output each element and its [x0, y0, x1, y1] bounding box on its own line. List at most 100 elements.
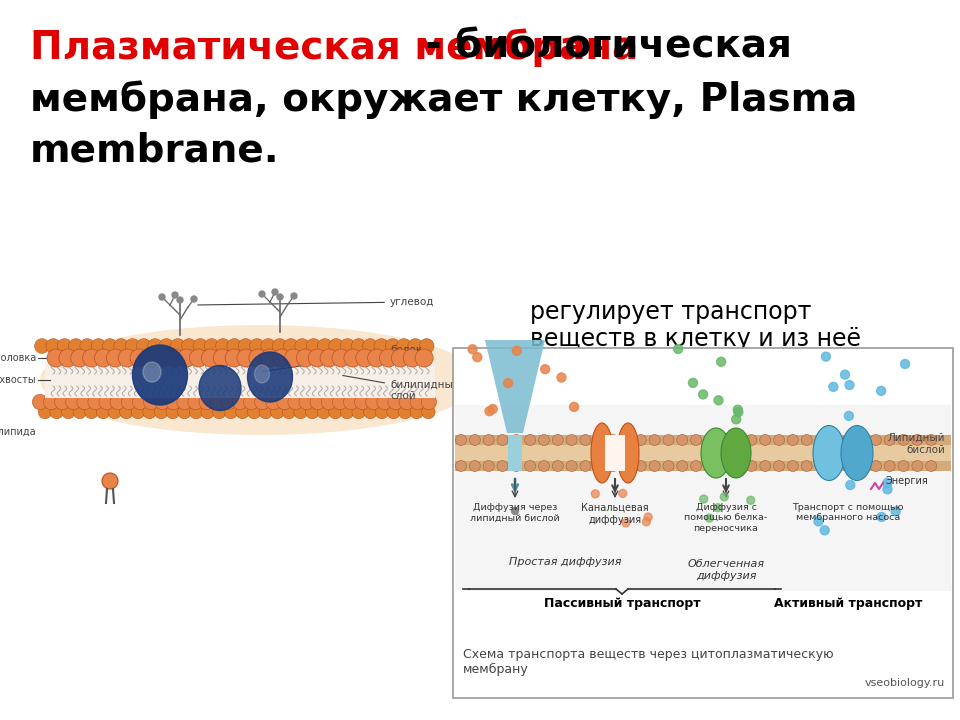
Circle shape	[305, 405, 319, 419]
Circle shape	[259, 405, 273, 419]
Circle shape	[221, 395, 236, 410]
Circle shape	[717, 357, 726, 366]
Circle shape	[282, 405, 296, 419]
Circle shape	[787, 434, 799, 446]
Circle shape	[148, 338, 162, 354]
Circle shape	[188, 395, 204, 410]
Circle shape	[705, 461, 715, 472]
Text: Диффузия с
помощью белка-
переносчика: Диффузия с помощью белка- переносчика	[684, 503, 768, 533]
Circle shape	[732, 415, 741, 424]
Circle shape	[328, 338, 344, 354]
Circle shape	[103, 338, 117, 354]
Circle shape	[59, 349, 77, 367]
Ellipse shape	[199, 366, 241, 410]
Circle shape	[925, 434, 937, 446]
Circle shape	[385, 338, 400, 354]
Text: веществ в клетку и из неё: веществ в клетку и из неё	[530, 327, 861, 351]
Circle shape	[96, 405, 109, 419]
Polygon shape	[485, 340, 545, 433]
Circle shape	[236, 405, 250, 419]
Circle shape	[759, 461, 771, 472]
Circle shape	[714, 396, 723, 405]
Circle shape	[700, 495, 708, 503]
Circle shape	[733, 405, 742, 414]
Circle shape	[273, 349, 291, 367]
Text: мембрана, окружает клетку, Plasma: мембрана, окружает клетку, Plasma	[30, 80, 857, 119]
Text: Активный транспорт: Активный транспорт	[774, 597, 923, 610]
Circle shape	[308, 349, 326, 367]
Circle shape	[288, 395, 303, 410]
Circle shape	[644, 513, 652, 521]
Circle shape	[216, 338, 230, 354]
Text: Диффузия через
липидный бислой: Диффузия через липидный бислой	[470, 503, 560, 523]
Ellipse shape	[591, 423, 613, 483]
Circle shape	[621, 461, 633, 472]
Circle shape	[455, 434, 467, 446]
Circle shape	[61, 405, 75, 419]
Circle shape	[46, 338, 60, 354]
Circle shape	[690, 461, 702, 472]
Circle shape	[166, 395, 181, 410]
Circle shape	[363, 338, 377, 354]
Circle shape	[354, 395, 370, 410]
Circle shape	[261, 349, 278, 367]
Circle shape	[33, 395, 48, 410]
Circle shape	[177, 395, 192, 410]
Circle shape	[294, 405, 307, 419]
Circle shape	[774, 434, 784, 446]
Circle shape	[249, 349, 267, 367]
Circle shape	[379, 349, 397, 367]
Circle shape	[297, 349, 314, 367]
Circle shape	[580, 461, 591, 472]
Circle shape	[172, 292, 178, 298]
Circle shape	[244, 395, 259, 410]
FancyBboxPatch shape	[45, 362, 435, 398]
Circle shape	[843, 461, 853, 472]
Circle shape	[120, 405, 133, 419]
Text: vseobiology.ru: vseobiology.ru	[865, 678, 945, 688]
Circle shape	[328, 405, 342, 419]
Circle shape	[84, 405, 98, 419]
Circle shape	[483, 434, 494, 446]
Circle shape	[410, 395, 425, 410]
Circle shape	[396, 338, 412, 354]
Text: - биологическая: - биологическая	[412, 28, 792, 66]
Circle shape	[193, 338, 207, 354]
Circle shape	[820, 526, 829, 535]
Circle shape	[557, 373, 566, 382]
Circle shape	[295, 338, 310, 354]
Circle shape	[540, 365, 550, 374]
Circle shape	[621, 434, 633, 446]
Circle shape	[705, 434, 715, 446]
Circle shape	[107, 349, 125, 367]
Circle shape	[291, 293, 297, 299]
Circle shape	[594, 461, 605, 472]
Circle shape	[845, 381, 854, 390]
Circle shape	[136, 338, 152, 354]
Circle shape	[166, 349, 183, 367]
Circle shape	[248, 405, 261, 419]
Circle shape	[159, 294, 165, 300]
Circle shape	[266, 395, 281, 410]
FancyBboxPatch shape	[455, 435, 951, 471]
Circle shape	[352, 405, 366, 419]
Circle shape	[108, 405, 122, 419]
Circle shape	[845, 411, 853, 420]
Circle shape	[125, 338, 140, 354]
Circle shape	[80, 338, 95, 354]
Circle shape	[408, 338, 422, 354]
Circle shape	[912, 461, 923, 472]
Circle shape	[489, 405, 497, 413]
Circle shape	[121, 395, 136, 410]
Circle shape	[594, 434, 605, 446]
Text: membrane.: membrane.	[30, 132, 279, 170]
Circle shape	[99, 395, 114, 410]
Circle shape	[170, 338, 185, 354]
Ellipse shape	[254, 365, 270, 383]
Circle shape	[375, 405, 389, 419]
Circle shape	[299, 395, 314, 410]
Circle shape	[732, 461, 743, 472]
Circle shape	[276, 395, 292, 410]
Circle shape	[455, 461, 467, 472]
Ellipse shape	[40, 325, 480, 435]
